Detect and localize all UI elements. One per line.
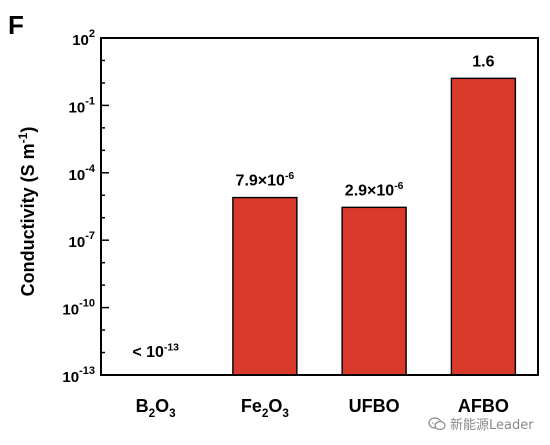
data-label: 1.6 (472, 53, 494, 70)
y-tick-label: 102 (72, 28, 95, 49)
watermark: 新能源Leader (428, 414, 534, 433)
y-tick-label: 10-7 (69, 230, 95, 251)
bar (450, 77, 517, 376)
panel-label: F (8, 10, 24, 40)
y-tick-label: 10-1 (69, 95, 95, 116)
data-label: < 10-13 (132, 343, 179, 361)
bar (232, 196, 298, 376)
y-tick-label: 10-10 (62, 298, 95, 319)
data-label: 7.9×10-6 (236, 171, 295, 189)
x-tick-label: AFBO (458, 396, 509, 416)
y-tick-label: 10-13 (62, 365, 95, 386)
y-tick-label: 10-4 (69, 163, 96, 184)
y-axis-label: Conductivity (S m-1) (16, 127, 38, 297)
x-tick-label: UFBO (349, 396, 400, 416)
data-label: 2.9×10-6 (345, 181, 404, 199)
watermark-text: 新能源Leader (450, 418, 534, 433)
bar (341, 206, 407, 376)
x-tick-label: Fe2O3 (241, 396, 290, 420)
x-tick-label: B2O3 (136, 396, 177, 420)
chat-bubbles-icon (428, 416, 446, 430)
plot-frame (100, 37, 539, 376)
